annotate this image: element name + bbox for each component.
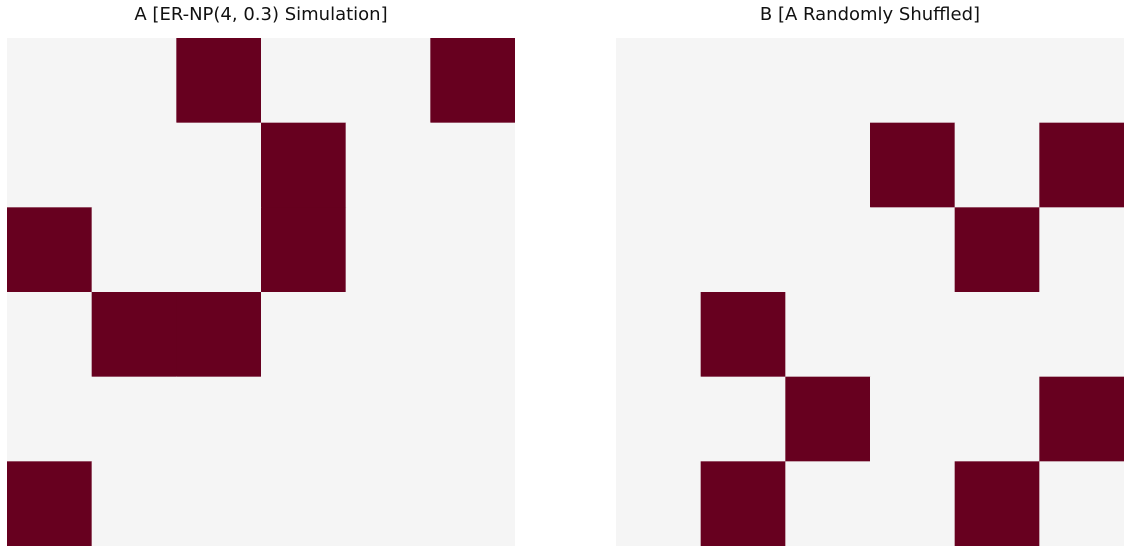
heatmap-cell-a-r1-c1: [91, 122, 177, 208]
heatmap-cell-a-r5-c5: [430, 461, 515, 546]
heatmap-cell-a-r1-c3: [261, 122, 347, 208]
heatmap-a: [7, 38, 515, 546]
heatmap-cell-b-r2-c1: [700, 207, 786, 293]
heatmap-cell-b-r1-c0: [616, 122, 702, 208]
heatmap-cell-b-r5-c2: [785, 461, 871, 546]
heatmap-cell-a-r5-c2: [176, 461, 262, 546]
heatmap-cell-a-r0-c1: [91, 38, 177, 124]
heatmap-cell-b-r2-c3: [870, 207, 956, 293]
heatmap-cell-a-r3-c4: [345, 292, 431, 378]
heatmap-cell-b-r0-c3: [870, 38, 956, 124]
heatmap-cell-a-r2-c0: [7, 207, 93, 293]
chart-title-a: A [ER-NP(4, 0.3) Simulation]: [134, 4, 388, 25]
heatmap-cell-b-r0-c0: [616, 38, 702, 124]
heatmap-panel-a: A [ER-NP(4, 0.3) Simulation]: [7, 0, 515, 552]
heatmap-cell-a-r2-c5: [430, 207, 515, 293]
heatmap-cell-b-r1-c1: [700, 122, 786, 208]
heatmap-cell-b-r3-c0: [616, 292, 702, 378]
heatmap-cell-b-r3-c4: [954, 292, 1040, 378]
heatmap-cell-b-r0-c1: [700, 38, 786, 124]
heatmap-cell-a-r0-c0: [7, 38, 93, 124]
heatmap-cell-b-r1-c2: [785, 122, 871, 208]
heatmap-cell-b-r5-c1: [700, 461, 786, 546]
heatmap-cell-a-r2-c1: [91, 207, 177, 293]
heatmap-cell-b-r2-c2: [785, 207, 871, 293]
heatmap-cell-b-r3-c2: [785, 292, 871, 378]
heatmap-cell-b-r3-c1: [700, 292, 786, 378]
chart-title-b: B [A Randomly Shuffled]: [759, 4, 981, 25]
heatmap-b: [616, 38, 1124, 546]
heatmap-cell-a-r2-c3: [261, 207, 347, 293]
heatmap-cell-a-r3-c0: [7, 292, 93, 378]
heatmap-cell-b-r0-c5: [1039, 38, 1124, 124]
heatmap-cell-a-r0-c2: [176, 38, 262, 124]
heatmap-cell-a-r4-c3: [261, 376, 347, 462]
heatmap-cell-b-r5-c5: [1039, 461, 1124, 546]
heatmap-cell-a-r2-c4: [345, 207, 431, 293]
heatmap-cell-b-r5-c0: [616, 461, 702, 546]
heatmap-cell-a-r0-c5: [430, 38, 515, 124]
heatmap-cell-a-r5-c3: [261, 461, 347, 546]
heatmap-cell-a-r4-c5: [430, 376, 515, 462]
heatmap-cell-a-r3-c3: [261, 292, 347, 378]
heatmap-cell-b-r5-c3: [870, 461, 956, 546]
heatmap-cell-a-r4-c2: [176, 376, 262, 462]
heatmap-cell-b-r2-c4: [954, 207, 1040, 293]
heatmap-cell-b-r0-c4: [954, 38, 1040, 124]
heatmap-cell-b-r1-c3: [870, 122, 956, 208]
heatmap-panel-b: B [A Randomly Shuffled]: [616, 0, 1124, 552]
heatmap-cell-a-r4-c1: [91, 376, 177, 462]
heatmap-cell-b-r1-c4: [954, 122, 1040, 208]
heatmap-cell-a-r5-c1: [91, 461, 177, 546]
heatmap-cell-b-r4-c0: [616, 376, 702, 462]
heatmap-cell-b-r2-c5: [1039, 207, 1124, 293]
heatmap-cell-a-r3-c1: [91, 292, 177, 378]
heatmap-cell-b-r5-c4: [954, 461, 1040, 546]
heatmap-cell-b-r0-c2: [785, 38, 871, 124]
heatmap-cell-a-r2-c2: [176, 207, 262, 293]
heatmap-cell-b-r3-c5: [1039, 292, 1124, 378]
heatmap-cell-a-r4-c4: [345, 376, 431, 462]
heatmap-cell-a-r1-c4: [345, 122, 431, 208]
heatmap-cell-b-r4-c4: [954, 376, 1040, 462]
heatmap-cell-b-r4-c1: [700, 376, 786, 462]
heatmap-cell-b-r4-c3: [870, 376, 956, 462]
heatmap-cell-a-r0-c3: [261, 38, 347, 124]
heatmap-cell-a-r3-c5: [430, 292, 515, 378]
heatmap-cell-a-r5-c0: [7, 461, 93, 546]
heatmap-cell-b-r3-c3: [870, 292, 956, 378]
heatmap-cell-b-r4-c5: [1039, 376, 1124, 462]
heatmap-cell-a-r1-c5: [430, 122, 515, 208]
heatmap-cell-a-r1-c0: [7, 122, 93, 208]
heatmap-cell-a-r0-c4: [345, 38, 431, 124]
heatmap-cell-a-r1-c2: [176, 122, 262, 208]
heatmap-cell-b-r2-c0: [616, 207, 702, 293]
heatmap-cell-a-r4-c0: [7, 376, 93, 462]
heatmap-cell-a-r3-c2: [176, 292, 262, 378]
heatmap-cell-a-r5-c4: [345, 461, 431, 546]
heatmap-cell-b-r1-c5: [1039, 122, 1124, 208]
heatmap-cell-b-r4-c2: [785, 376, 871, 462]
